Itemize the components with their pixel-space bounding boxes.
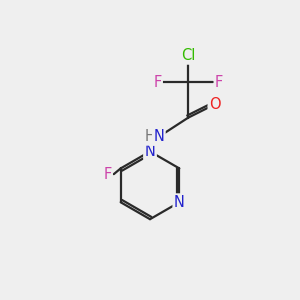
Text: F: F <box>215 75 223 90</box>
Text: H: H <box>145 129 155 144</box>
Text: F: F <box>103 167 111 182</box>
Text: F: F <box>153 75 161 90</box>
Text: N: N <box>153 129 164 144</box>
Text: O: O <box>209 97 220 112</box>
Text: Cl: Cl <box>181 48 196 63</box>
Text: N: N <box>145 144 155 159</box>
Text: N: N <box>174 195 185 210</box>
